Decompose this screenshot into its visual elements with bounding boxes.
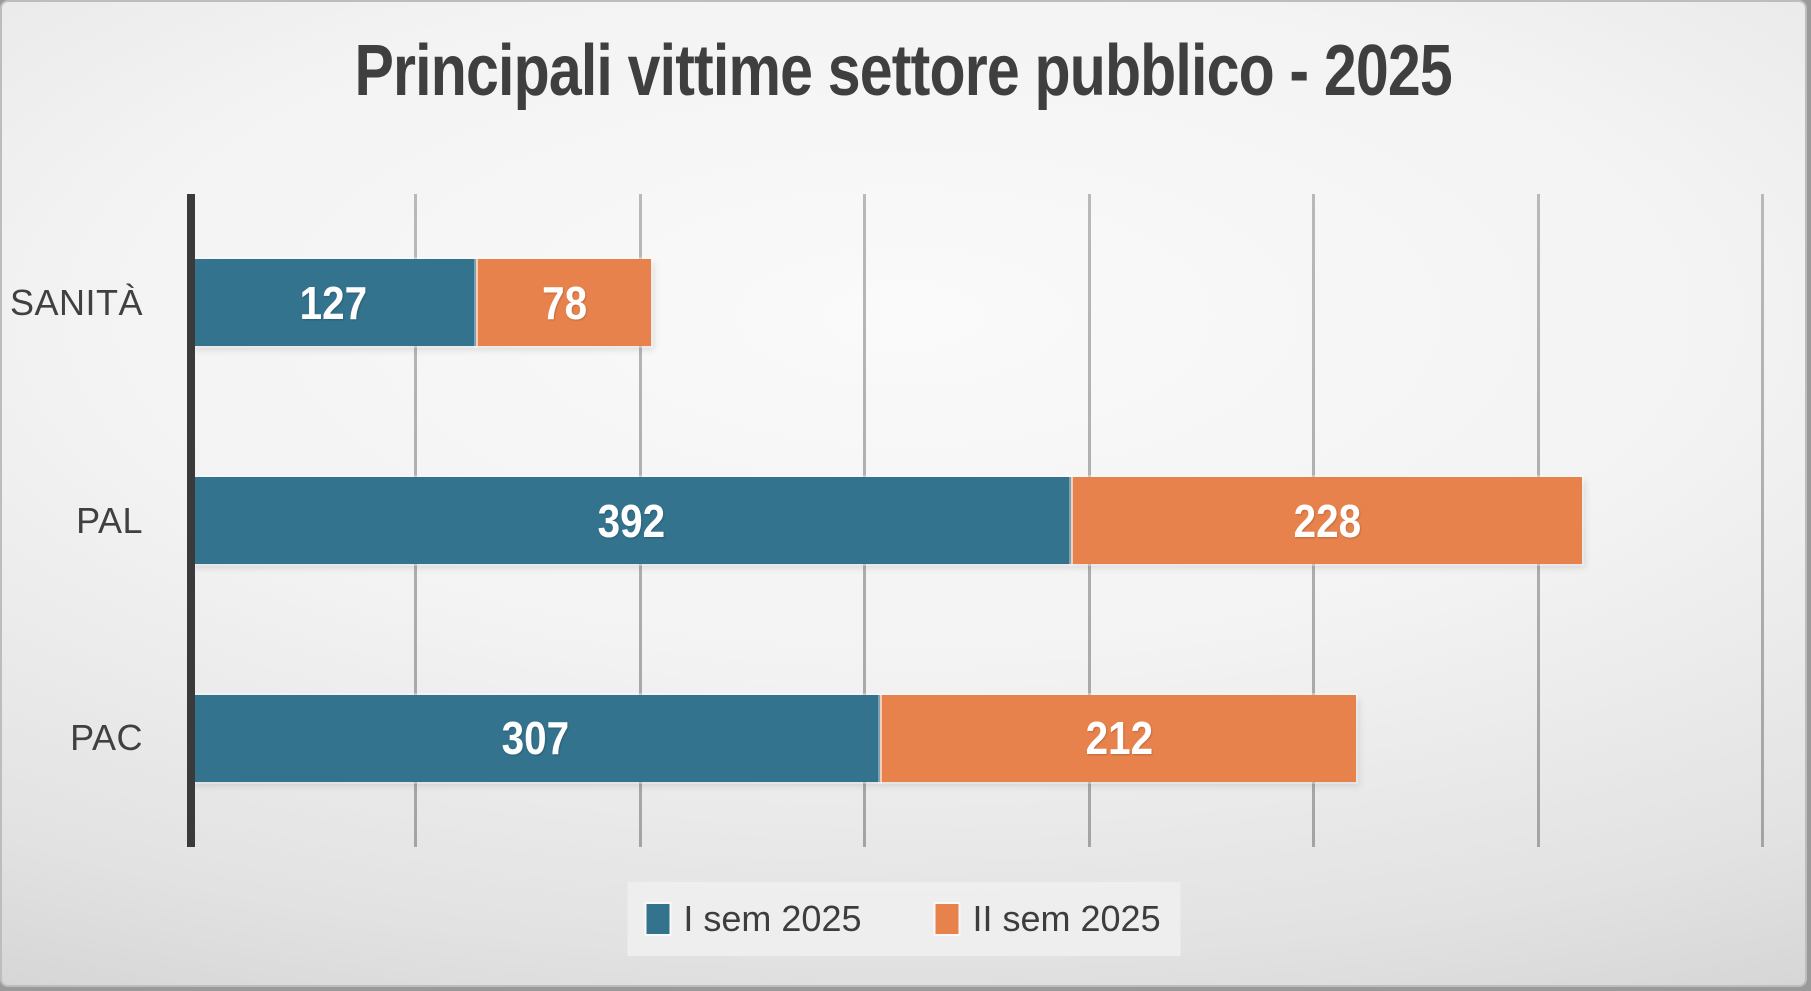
legend: I sem 2025 II sem 2025	[627, 882, 1180, 956]
bar-value-label: 127	[299, 276, 368, 329]
bar-row-sanita: SANITÀ 127 78	[10, 194, 1762, 412]
bar-rows: SANITÀ 127 78 PAL 392 228	[10, 194, 1762, 847]
bar-value-label: 392	[597, 494, 665, 547]
legend-swatch-sem1	[646, 904, 670, 934]
bar-segment-sem1: 307	[191, 694, 880, 782]
bar-row-pac: PAC 307 212	[70, 629, 1762, 847]
category-label-sanita: SANITÀ	[9, 281, 143, 323]
title-container: Principali vittime settore pubblico - 20…	[2, 30, 1805, 112]
gridline	[1761, 194, 1764, 847]
bar-segment-sem1: 392	[191, 477, 1071, 564]
bar-track: 392 228	[191, 477, 1762, 564]
legend-label-sem2: II sem 2025	[972, 898, 1161, 939]
legend-swatch-sem2	[935, 904, 959, 934]
legend-item-sem2: II sem 2025	[935, 898, 1161, 940]
bar-value-label: 228	[1293, 494, 1362, 547]
legend-label-sem1: I sem 2025	[683, 898, 862, 939]
bar-row-pal: PAL 392 228	[76, 412, 1762, 630]
bar-segment-sem1: 127	[191, 259, 477, 347]
plot-area: SANITÀ 127 78 PAL 392 228	[10, 194, 1764, 847]
category-label-pac: PAC	[70, 717, 143, 759]
bar-value-label: 212	[1085, 712, 1153, 765]
bar-segment-sem2: 78	[476, 259, 652, 347]
bar-value-label: 78	[542, 276, 588, 329]
bar-segment-sem2: 228	[1070, 477, 1583, 564]
chart-title: Principali vittime settore pubblico - 20…	[354, 31, 1453, 111]
category-label-pal: PAL	[76, 499, 143, 541]
bar-track: 307 212	[191, 694, 1762, 782]
bar-value-label: 307	[501, 712, 570, 765]
y-axis-line	[187, 194, 195, 847]
bar-segment-sem2: 212	[879, 694, 1356, 782]
legend-item-sem1: I sem 2025	[646, 898, 862, 940]
bar-track: 127 78	[191, 259, 1762, 347]
